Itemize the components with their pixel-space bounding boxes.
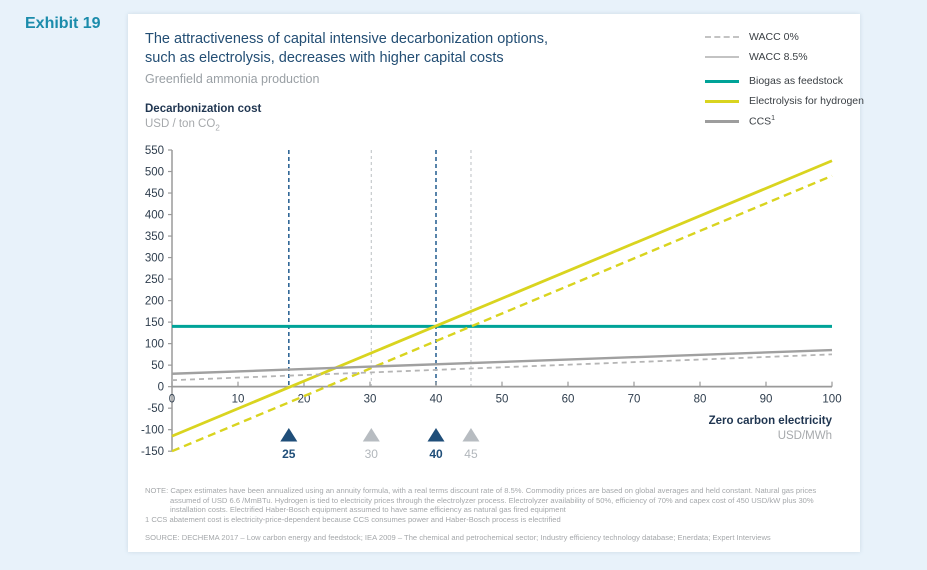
marker-label-30: 30 <box>365 447 379 461</box>
x-tick-label: 90 <box>760 394 773 406</box>
x-tick-label: 100 <box>822 394 841 406</box>
marker-label-25: 25 <box>282 447 296 461</box>
chart-card: The attractiveness of capital intensive … <box>128 14 864 552</box>
legend-item-wacc-0-: WACC 0% <box>705 27 855 47</box>
chart-legend: WACC 0% WACC 8.5% Biogas as feedstock Elect… <box>705 27 864 131</box>
legend-swatch-solid <box>705 119 739 123</box>
x-tick-label: 50 <box>496 394 509 406</box>
legend-label: Electrolysis for hydrogen <box>749 95 864 107</box>
exhibit-label: Exhibit 19 <box>25 15 101 32</box>
legend-item-wacc-8-5-: WACC 8.5% <box>705 47 855 67</box>
legend-label: Biogas as feedstock <box>749 75 843 87</box>
chart-footer: NOTE: Capex estimates have been annualiz… <box>145 486 847 543</box>
x-axis-title-label: Zero carbon electricity <box>708 415 832 427</box>
marker-label-45: 45 <box>464 447 478 461</box>
chart-plot-area: -150-100-5005010015020025030035040045050… <box>141 145 842 461</box>
y-tick-label: 250 <box>145 274 164 286</box>
x-tick-label: 70 <box>628 394 641 406</box>
y-tick-label: 0 <box>158 382 164 394</box>
x-axis-title: Zero carbon electricity USD/MWh <box>709 414 832 444</box>
marker-triangle-25 <box>280 428 298 442</box>
series-line-ccs-wacc0 <box>171 353 833 382</box>
legend-label: CCS1 <box>749 114 776 128</box>
source-text: SOURCE: DECHEMA 2017 – Low carbon energy… <box>145 533 771 543</box>
note-text: NOTE: Capex estimates have been annualiz… <box>145 486 817 515</box>
legend-swatch-solid <box>705 79 739 83</box>
y-tick-label: 100 <box>145 339 164 351</box>
x-tick-label: 20 <box>298 394 311 406</box>
legend-label: WACC 0% <box>749 31 799 43</box>
series-line-electrolysis-wacc0 <box>171 174 833 453</box>
y-tick-label: 350 <box>145 231 164 243</box>
y-tick-label: -150 <box>141 446 164 458</box>
marker-triangle-40 <box>427 428 445 442</box>
y-tick-label: 550 <box>145 145 164 157</box>
x-tick-label: 80 <box>694 394 707 406</box>
y-tick-label: 450 <box>145 188 164 200</box>
footnote-1: 1 CCS abatement cost is electricity-pric… <box>145 514 561 524</box>
legend-label: WACC 8.5% <box>749 51 808 63</box>
legend-item-electrolysis-for-hydrogen: Electrolysis for hydrogen <box>705 91 864 111</box>
y-tick-label: -50 <box>147 403 164 415</box>
x-axis-title-unit: USD/MWh <box>777 430 832 442</box>
legend-swatch-dashed <box>705 36 739 38</box>
x-tick-label: 30 <box>364 394 377 406</box>
marker-label-40: 40 <box>429 447 443 461</box>
y-axis-title-unit: USD / ton CO2 <box>145 118 220 133</box>
x-tick-label: 10 <box>232 394 245 406</box>
y-tick-label: 400 <box>145 210 164 222</box>
legend-item-biogas-as-feedstock: Biogas as feedstock <box>705 71 855 91</box>
y-tick-label: 200 <box>145 296 164 308</box>
y-axis-title-label: Decarbonization cost <box>145 103 262 115</box>
y-tick-label: 500 <box>145 167 164 179</box>
x-tick-label: 60 <box>562 394 575 406</box>
marker-triangle-30 <box>362 428 380 442</box>
y-tick-label: 50 <box>151 360 164 372</box>
chart-title: The attractiveness of capital intensive … <box>145 31 549 66</box>
y-tick-label: 300 <box>145 253 164 265</box>
x-tick-label: 40 <box>430 394 443 406</box>
y-axis-title: Decarbonization cost USD / ton CO2 <box>145 102 261 135</box>
legend-swatch-solid <box>705 56 739 58</box>
marker-triangle-45 <box>462 428 480 442</box>
x-tick-label: 0 <box>169 394 175 406</box>
series-line-electrolysis-wacc85 <box>171 159 833 438</box>
legend-swatch-solid <box>705 99 739 103</box>
y-tick-label: -100 <box>141 425 164 437</box>
y-tick-label: 150 <box>145 317 164 329</box>
chart-subtitle: Greenfield ammonia production <box>145 72 320 86</box>
legend-item-ccs: CCS1 <box>705 111 855 131</box>
series-line-ccs-wacc85 <box>171 348 833 375</box>
